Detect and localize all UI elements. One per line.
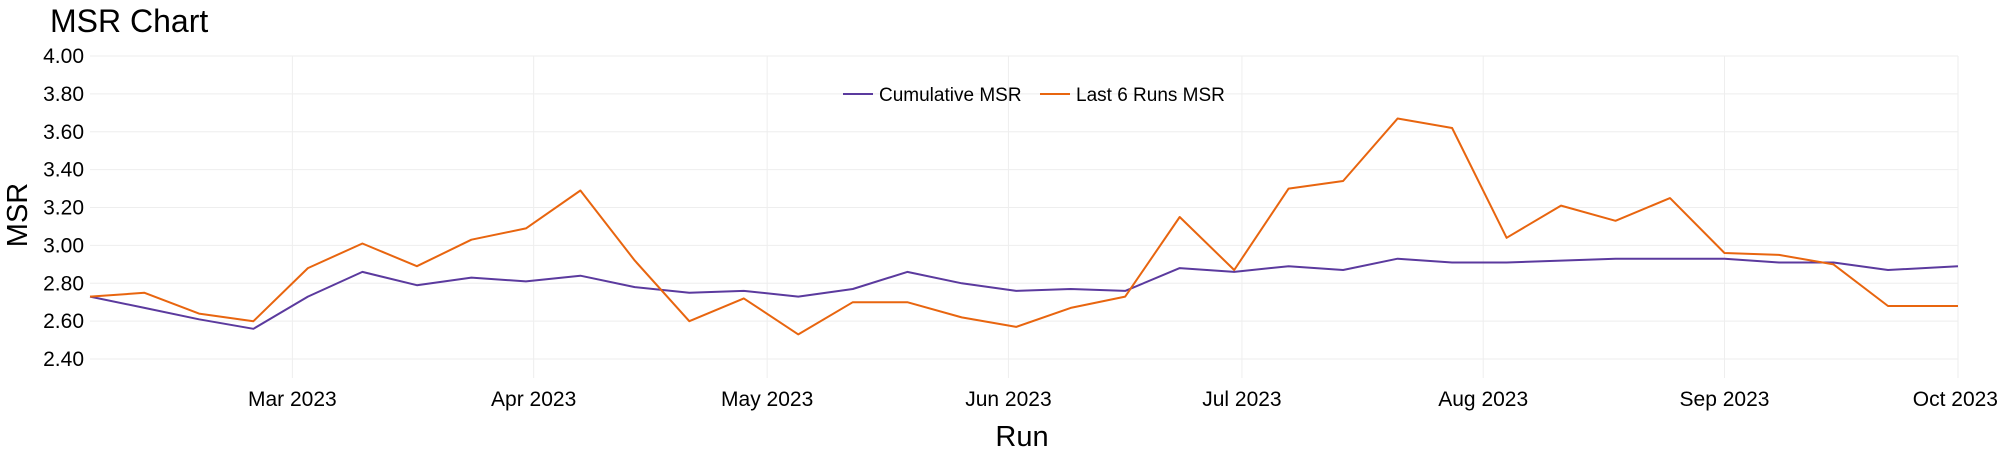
- y-tick-label: 4.00: [43, 45, 84, 68]
- y-axis-ticks: 4.00 3.80 3.60 3.40 3.20 3.00 2.80 2.60 2.40: [43, 45, 84, 371]
- x-tick-label: Apr 2023: [491, 388, 576, 411]
- x-tick-label: Jun 2023: [965, 388, 1051, 411]
- x-tick-label: Mar 2023: [248, 388, 337, 411]
- y-tick-label: 3.40: [43, 159, 84, 182]
- x-tick-label: Sep 2023: [1680, 388, 1770, 411]
- y-tick-label: 3.80: [43, 83, 84, 106]
- legend-label: Cumulative MSR: [879, 85, 1022, 106]
- x-axis-ticks: Mar 2023 Apr 2023 May 2023 Jun 2023 Jul 2023…: [248, 388, 1998, 411]
- series-line-1: [89, 257, 1959, 330]
- y-tick-label: 3.20: [43, 197, 84, 220]
- x-axis-title: Run: [995, 421, 1048, 450]
- y-tick-label: 2.60: [43, 310, 84, 333]
- x-tick-label: Jul 2023: [1202, 388, 1281, 411]
- legend: Cumulative MSR Last 6 Runs MSR: [843, 85, 1225, 106]
- y-axis-title: MSR: [2, 183, 34, 247]
- y-tick-label: 3.60: [43, 121, 84, 144]
- y-tick-label: 2.40: [43, 348, 84, 371]
- series-layer: [89, 117, 1959, 336]
- y-tick-label: 2.80: [43, 272, 84, 295]
- x-tick-label: Oct 2023: [1913, 388, 1998, 411]
- x-tick-label: May 2023: [721, 388, 813, 411]
- legend-label: Last 6 Runs MSR: [1076, 85, 1225, 106]
- y-tick-label: 3.00: [43, 234, 84, 257]
- chart-title: MSR Chart: [50, 3, 209, 39]
- grid-layer: [90, 55, 1959, 378]
- series-line-2: [89, 117, 1958, 336]
- x-tick-label: Aug 2023: [1438, 388, 1528, 411]
